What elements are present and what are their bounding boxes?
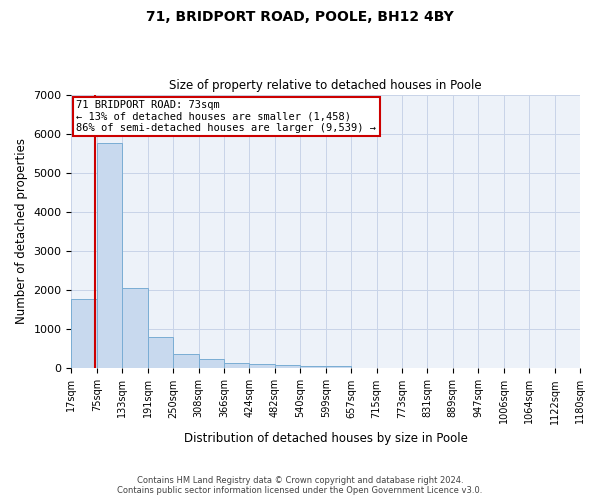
Title: Size of property relative to detached houses in Poole: Size of property relative to detached ho… — [169, 79, 482, 92]
Y-axis label: Number of detached properties: Number of detached properties — [15, 138, 28, 324]
Bar — [224, 364, 250, 368]
Bar — [97, 144, 122, 368]
Text: Contains HM Land Registry data © Crown copyright and database right 2024.
Contai: Contains HM Land Registry data © Crown c… — [118, 476, 482, 495]
Bar — [148, 337, 173, 368]
Text: 71, BRIDPORT ROAD, POOLE, BH12 4BY: 71, BRIDPORT ROAD, POOLE, BH12 4BY — [146, 10, 454, 24]
Bar — [173, 354, 199, 368]
Bar — [199, 360, 224, 368]
X-axis label: Distribution of detached houses by size in Poole: Distribution of detached houses by size … — [184, 432, 467, 445]
Bar — [71, 299, 97, 368]
Bar — [122, 288, 148, 368]
Bar — [326, 366, 351, 368]
Bar — [275, 366, 300, 368]
Bar — [300, 366, 326, 368]
Bar — [250, 364, 275, 368]
Text: 71 BRIDPORT ROAD: 73sqm
← 13% of detached houses are smaller (1,458)
86% of semi: 71 BRIDPORT ROAD: 73sqm ← 13% of detache… — [76, 100, 376, 133]
